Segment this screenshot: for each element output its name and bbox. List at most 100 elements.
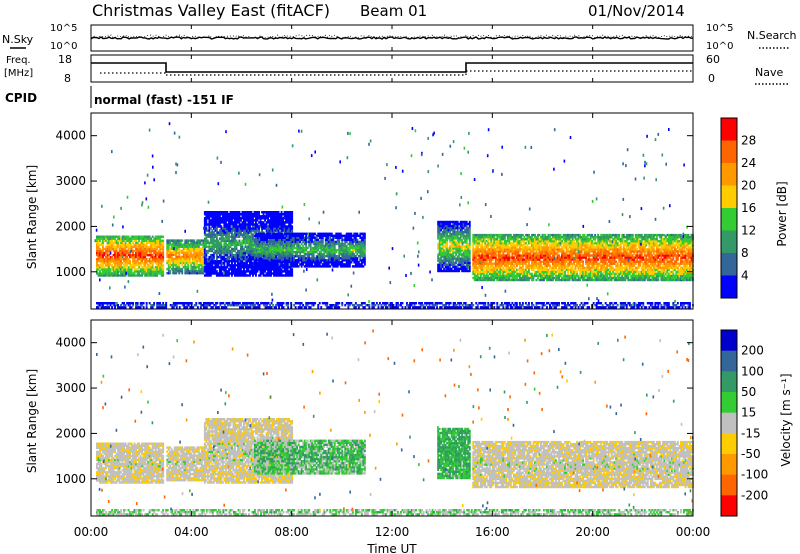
echo-cell: [275, 242, 277, 246]
echo-cell: [438, 222, 441, 226]
echo-cell: [154, 249, 157, 253]
echo-cell: [332, 255, 335, 258]
echo-cell: [302, 257, 305, 260]
echo-cell: [232, 221, 235, 224]
echo-cell: [459, 226, 462, 230]
echo-cell: [105, 247, 107, 251]
echo-cell: [223, 258, 226, 261]
echo-cell: [476, 233, 479, 237]
echo-cell: [290, 238, 293, 242]
echo-cell: [291, 268, 294, 271]
echo-cell: [264, 242, 267, 246]
echo-cell: [194, 261, 197, 265]
echo-cell: [333, 234, 336, 237]
echo-cell: [202, 243, 205, 246]
echo-cell: [326, 244, 329, 248]
echo-cell: [269, 244, 271, 248]
echo-cell: [338, 253, 341, 256]
echo-cell: [478, 248, 481, 251]
echo-cell: [209, 231, 212, 234]
echo-cell: [229, 249, 232, 253]
echo-cell: [437, 243, 440, 246]
echo-cell: [294, 263, 297, 266]
echo-cell: [203, 237, 206, 240]
echo-cell: [241, 249, 244, 253]
echo-cell: [118, 253, 121, 257]
echo-cell: [472, 242, 475, 245]
echo-cell: [249, 264, 251, 267]
echo-cell: [223, 215, 226, 218]
echo-cell: [138, 274, 141, 277]
echo-cell: [237, 217, 239, 220]
echo-cell: [141, 245, 144, 249]
echo-cell: [246, 264, 248, 267]
echo-cell: [203, 263, 206, 267]
echo-cell: [228, 262, 230, 265]
echo-cell: [208, 262, 211, 265]
echo-cell: [260, 259, 262, 262]
echo-cell: [327, 250, 330, 254]
echo-cell: [468, 239, 471, 242]
echo-cell: [130, 266, 133, 269]
echo-cell: [341, 234, 344, 237]
echo-cell: [297, 236, 300, 239]
echo-cell: [218, 253, 221, 257]
echo-cell: [437, 253, 440, 256]
echo-cell: [459, 237, 462, 240]
echo-cell: [202, 272, 205, 275]
echo-cell: [359, 234, 362, 237]
echo-cell: [147, 241, 150, 244]
echo-cell: [187, 241, 190, 244]
echo-cell: [106, 268, 109, 271]
echo-cell: [270, 240, 273, 244]
echo-cell: [226, 223, 229, 226]
echo-cell: [112, 235, 115, 238]
echo-cell: [493, 238, 496, 241]
echo-cell: [214, 223, 217, 226]
echo-cell: [238, 225, 241, 228]
echo-cell: [232, 213, 235, 216]
echo-cell: [232, 235, 235, 238]
echo-cell: [206, 229, 209, 232]
echo-cell: [332, 234, 335, 237]
echo-cell: [502, 246, 505, 249]
echo-cell: [281, 255, 283, 258]
echo-cell: [215, 243, 218, 247]
echo-cell: [472, 260, 475, 263]
echo-cell: [247, 225, 250, 228]
echo-cell: [493, 240, 496, 243]
echo-cell: [273, 227, 275, 230]
echo-cell: [438, 261, 441, 264]
echo-cell: [264, 217, 266, 220]
echo-cell: [353, 236, 356, 239]
echo-cell: [218, 211, 221, 214]
echo-cell: [438, 253, 441, 256]
echo-cell: [509, 256, 512, 259]
echo-cell: [333, 255, 336, 258]
echo-cell: [344, 250, 347, 254]
echo-cell: [190, 253, 193, 256]
echo-cell: [324, 236, 327, 239]
echo-cell: [185, 267, 188, 271]
echo-cell: [490, 270, 493, 274]
echo-cell: [244, 233, 247, 236]
echo-cell: [475, 258, 478, 261]
echo-cell: [208, 215, 211, 218]
echo-cell: [484, 260, 487, 263]
echo-cell: [481, 236, 484, 239]
echo-cell: [344, 248, 347, 252]
echo-cell: [500, 262, 503, 265]
echo-cell: [456, 224, 459, 228]
echo-cell: [286, 274, 289, 277]
echo-cell: [173, 257, 176, 261]
echo-cell: [437, 247, 440, 250]
echo-cell: [300, 261, 303, 264]
echo-cell: [184, 243, 187, 246]
echo-cell: [244, 266, 247, 269]
echo-cell: [350, 253, 353, 256]
echo-cell: [327, 257, 330, 260]
echo-cell: [282, 238, 285, 242]
echo-cell: [314, 257, 317, 260]
echo-cell: [218, 260, 221, 263]
echo-cell: [320, 255, 323, 258]
